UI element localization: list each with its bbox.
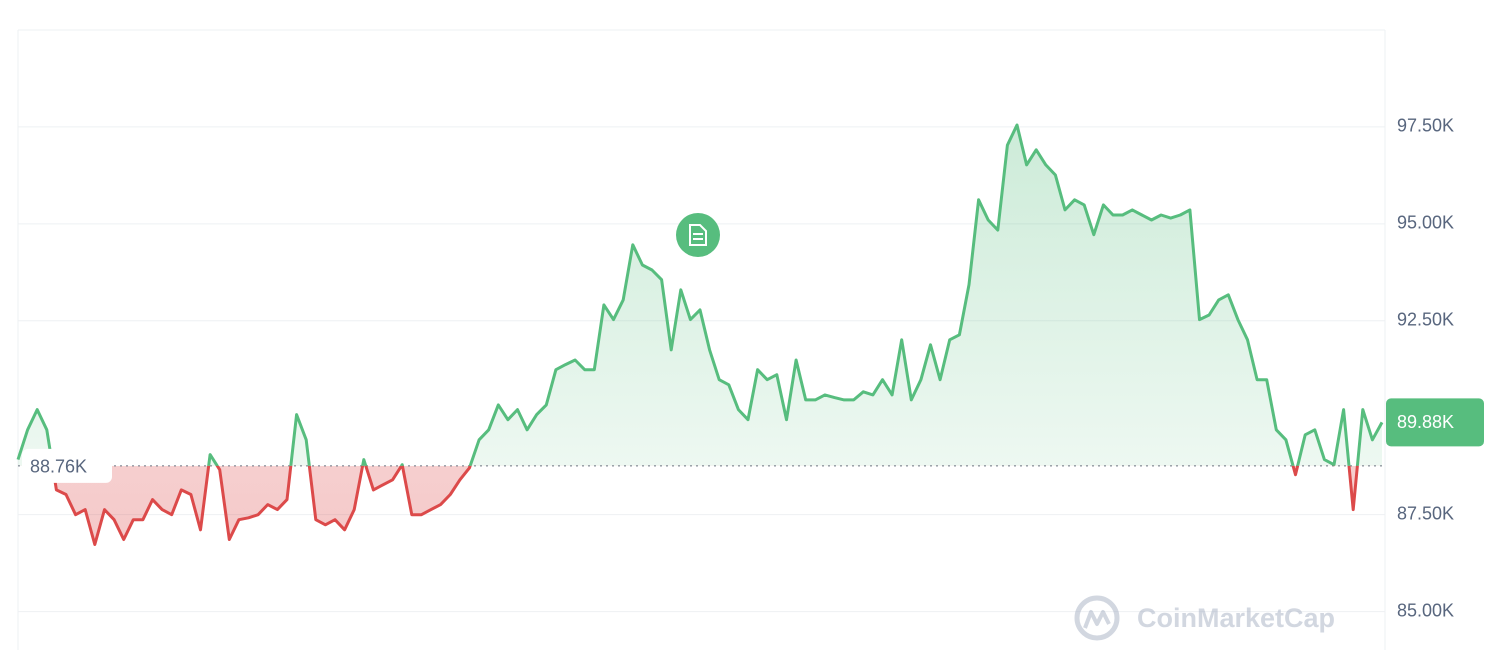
y-tick-label: 87.50K: [1397, 503, 1454, 523]
price-line-down: [51, 465, 1359, 546]
y-tick-label: 92.50K: [1397, 310, 1454, 330]
watermark-text: CoinMarketCap: [1137, 603, 1335, 633]
plot: [16, 123, 1385, 546]
y-tick-label: 95.00K: [1397, 213, 1454, 233]
baseline-label: 88.76K: [30, 457, 87, 477]
price-line-up: [16, 123, 1384, 466]
area-down: [18, 465, 1382, 545]
labels: 85.00K 87.50K 92.50K 95.00K 97.50K 88.76K 89.8…: [22, 116, 1484, 620]
current-price-tag: [1386, 398, 1484, 447]
watermark: CoinMarketCap: [1074, 595, 1335, 641]
area-up: [18, 125, 1382, 466]
baseline-label-bg: [22, 448, 112, 483]
y-tick-label: 85.00K: [1397, 600, 1454, 620]
current-price-label: 89.88K: [1397, 412, 1454, 432]
news-marker: [676, 213, 720, 257]
y-tick-label: 97.50K: [1397, 116, 1454, 136]
